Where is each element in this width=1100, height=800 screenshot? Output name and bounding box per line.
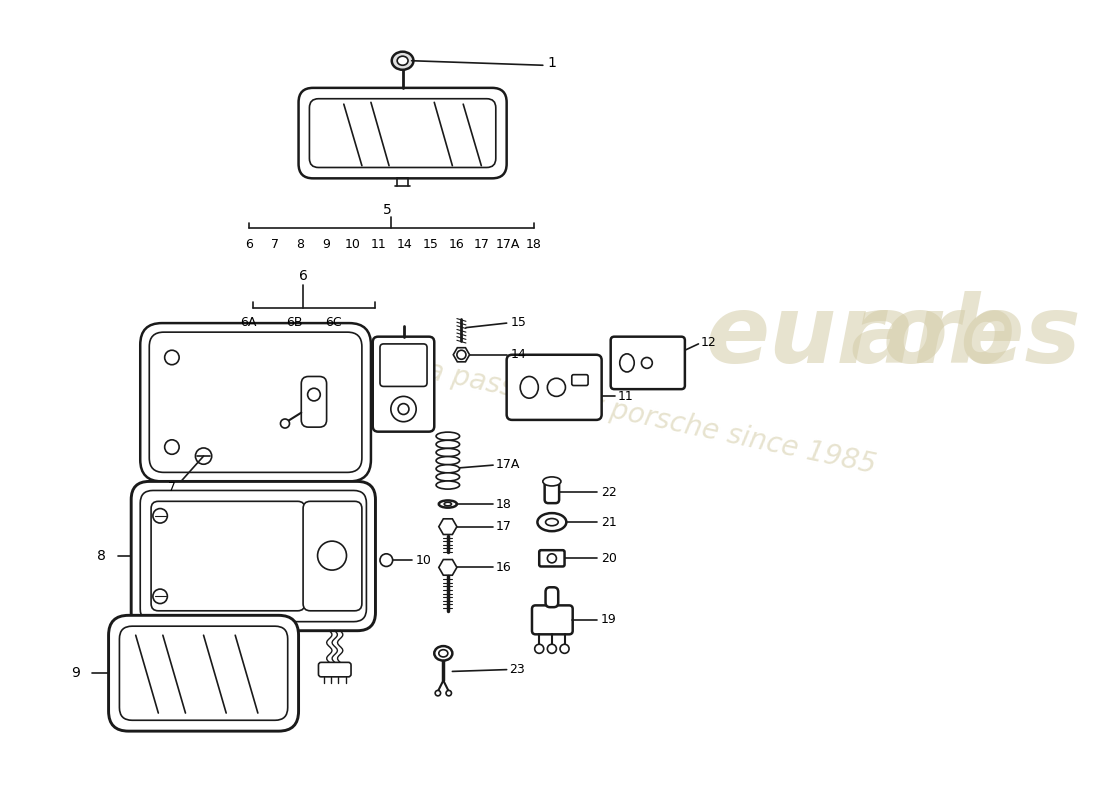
- Text: 6: 6: [298, 269, 308, 283]
- Ellipse shape: [436, 473, 460, 481]
- Text: 9: 9: [70, 666, 79, 680]
- Ellipse shape: [542, 477, 561, 486]
- Ellipse shape: [398, 404, 409, 414]
- Ellipse shape: [548, 378, 565, 396]
- Ellipse shape: [153, 589, 167, 603]
- Ellipse shape: [641, 358, 652, 368]
- Text: 22: 22: [601, 486, 616, 498]
- Ellipse shape: [520, 377, 538, 398]
- FancyBboxPatch shape: [507, 354, 602, 420]
- Text: 12: 12: [701, 335, 717, 349]
- Text: 23: 23: [509, 663, 525, 676]
- FancyBboxPatch shape: [572, 374, 588, 386]
- Text: 18: 18: [496, 498, 512, 510]
- Ellipse shape: [436, 465, 460, 473]
- Text: 14: 14: [510, 348, 526, 362]
- Ellipse shape: [436, 457, 460, 465]
- FancyBboxPatch shape: [140, 490, 366, 622]
- Text: 5: 5: [383, 203, 392, 217]
- Text: 14: 14: [396, 238, 412, 251]
- Text: 19: 19: [601, 614, 616, 626]
- FancyBboxPatch shape: [109, 615, 298, 731]
- Ellipse shape: [165, 350, 179, 365]
- FancyBboxPatch shape: [532, 606, 573, 634]
- Text: 11: 11: [371, 238, 386, 251]
- Ellipse shape: [392, 52, 414, 70]
- FancyBboxPatch shape: [304, 502, 362, 611]
- FancyBboxPatch shape: [151, 502, 305, 611]
- Text: 6: 6: [245, 238, 253, 251]
- FancyBboxPatch shape: [546, 587, 558, 607]
- Ellipse shape: [535, 644, 543, 654]
- Ellipse shape: [439, 650, 448, 657]
- Ellipse shape: [196, 448, 211, 464]
- Ellipse shape: [436, 481, 460, 489]
- Ellipse shape: [397, 56, 408, 66]
- Text: 17A: 17A: [496, 238, 520, 251]
- Text: 16: 16: [496, 561, 512, 574]
- FancyBboxPatch shape: [301, 377, 327, 427]
- Ellipse shape: [538, 513, 566, 531]
- FancyBboxPatch shape: [150, 332, 362, 472]
- Ellipse shape: [436, 432, 460, 440]
- FancyBboxPatch shape: [373, 337, 434, 432]
- Ellipse shape: [379, 554, 393, 566]
- Ellipse shape: [280, 419, 289, 428]
- Text: 9: 9: [322, 238, 330, 251]
- Text: 6B: 6B: [286, 316, 302, 329]
- Text: 7: 7: [271, 238, 278, 251]
- Ellipse shape: [619, 354, 635, 372]
- Ellipse shape: [548, 644, 557, 654]
- Ellipse shape: [165, 440, 179, 454]
- FancyBboxPatch shape: [298, 88, 507, 178]
- Text: 1: 1: [548, 57, 557, 70]
- Ellipse shape: [436, 690, 441, 696]
- FancyBboxPatch shape: [539, 550, 564, 566]
- Text: 16: 16: [448, 238, 464, 251]
- Text: 17A: 17A: [496, 458, 520, 470]
- Ellipse shape: [436, 440, 460, 449]
- Text: 21: 21: [601, 516, 616, 529]
- FancyBboxPatch shape: [140, 323, 371, 482]
- FancyBboxPatch shape: [131, 482, 375, 630]
- Ellipse shape: [548, 554, 557, 563]
- Text: ares: ares: [850, 290, 1081, 382]
- FancyBboxPatch shape: [120, 626, 288, 720]
- Text: 8: 8: [97, 549, 106, 562]
- Text: 11: 11: [618, 390, 634, 403]
- Ellipse shape: [153, 509, 167, 523]
- Ellipse shape: [434, 646, 452, 661]
- FancyBboxPatch shape: [610, 337, 685, 389]
- Ellipse shape: [446, 690, 451, 696]
- Text: 10: 10: [416, 554, 431, 566]
- Text: eurob: eurob: [706, 290, 1016, 382]
- Ellipse shape: [390, 396, 416, 422]
- Text: 8: 8: [297, 238, 305, 251]
- Text: 18: 18: [526, 238, 541, 251]
- Ellipse shape: [436, 449, 460, 457]
- Text: 6C: 6C: [324, 316, 341, 329]
- Text: 10: 10: [344, 238, 361, 251]
- Text: 17: 17: [496, 520, 512, 533]
- Ellipse shape: [560, 644, 569, 654]
- Ellipse shape: [308, 388, 320, 401]
- FancyBboxPatch shape: [379, 344, 427, 386]
- Text: 20: 20: [601, 552, 617, 565]
- FancyBboxPatch shape: [544, 482, 559, 503]
- FancyBboxPatch shape: [319, 662, 351, 677]
- Ellipse shape: [456, 350, 466, 359]
- Text: 17: 17: [474, 238, 490, 251]
- Text: 15: 15: [422, 238, 438, 251]
- Text: 7: 7: [168, 482, 176, 494]
- Ellipse shape: [444, 502, 451, 506]
- Text: a passion for porsche since 1985: a passion for porsche since 1985: [425, 357, 879, 479]
- Text: 15: 15: [510, 316, 526, 329]
- Text: 6A: 6A: [241, 316, 257, 329]
- Ellipse shape: [318, 541, 346, 570]
- Ellipse shape: [546, 518, 558, 526]
- Ellipse shape: [439, 501, 456, 508]
- FancyBboxPatch shape: [309, 98, 496, 167]
